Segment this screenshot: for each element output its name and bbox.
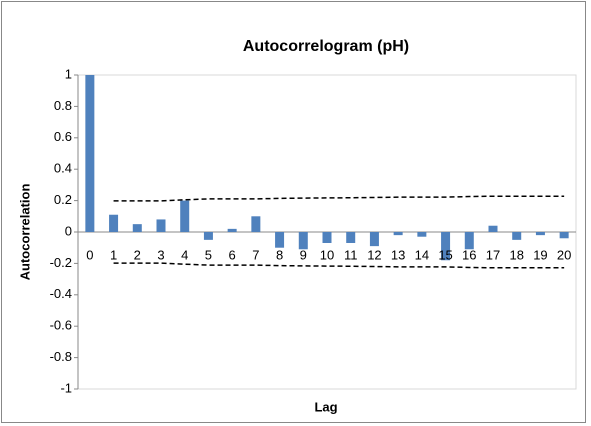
x-tick-label: 18	[509, 247, 523, 262]
bar	[180, 200, 190, 232]
bar	[109, 214, 119, 232]
x-tick-label: 14	[415, 247, 429, 262]
y-axis-label: Autocorrelation	[17, 184, 32, 281]
bar	[298, 232, 308, 250]
bar	[275, 232, 285, 248]
x-tick-label: 4	[181, 247, 188, 262]
bar	[417, 232, 427, 237]
bar	[441, 232, 451, 261]
bar	[464, 232, 474, 250]
bar	[251, 216, 261, 232]
bar	[488, 225, 498, 232]
x-tick-label: 0	[86, 247, 93, 262]
bar	[203, 232, 213, 240]
x-tick-label: 10	[320, 247, 334, 262]
y-tick-label: -1	[60, 380, 72, 395]
x-tick-label: 1	[110, 247, 117, 262]
x-tick-label: 3	[157, 247, 164, 262]
x-tick-label: 15	[438, 247, 452, 262]
y-tick-label: -0.8	[50, 349, 72, 364]
bar	[393, 232, 403, 236]
bar	[559, 232, 569, 239]
x-tick-label: 2	[134, 247, 141, 262]
x-tick-label: 17	[486, 247, 500, 262]
confidence-bound	[113, 195, 565, 202]
bar	[512, 232, 522, 240]
bar	[156, 219, 166, 232]
x-tick-label: 6	[229, 247, 236, 262]
x-tick-label: 20	[557, 247, 571, 262]
chart-title: Autocorrelogram (pH)	[243, 38, 409, 55]
y-tick-label: -0.6	[50, 318, 72, 333]
y-tick-label: 0.8	[54, 98, 72, 113]
x-tick-label: 5	[205, 247, 212, 262]
confidence-bound	[113, 262, 565, 269]
y-tick-label: 1	[65, 66, 72, 81]
x-tick-label: 12	[367, 247, 381, 262]
y-tick-label: -0.2	[50, 255, 72, 270]
x-tick-label: 19	[533, 247, 547, 262]
y-tick-label: 0.2	[54, 192, 72, 207]
bar	[535, 232, 545, 236]
bar	[369, 232, 379, 247]
y-tick-label: 0.6	[54, 129, 72, 144]
x-tick-label: 8	[276, 247, 283, 262]
y-tick-label: 0	[65, 223, 72, 238]
y-tick-label: -0.4	[50, 286, 72, 301]
x-tick-label: 9	[300, 247, 307, 262]
y-tick-label: 0.4	[54, 161, 72, 176]
bar	[346, 232, 356, 243]
x-axis-label: Lag	[314, 399, 337, 414]
bar	[322, 232, 332, 243]
bar	[85, 75, 95, 232]
bar	[132, 224, 142, 232]
x-tick-label: 16	[462, 247, 476, 262]
bar	[227, 228, 237, 232]
x-tick-label: 13	[391, 247, 405, 262]
x-tick-label: 7	[252, 247, 259, 262]
x-tick-label: 11	[344, 247, 358, 262]
